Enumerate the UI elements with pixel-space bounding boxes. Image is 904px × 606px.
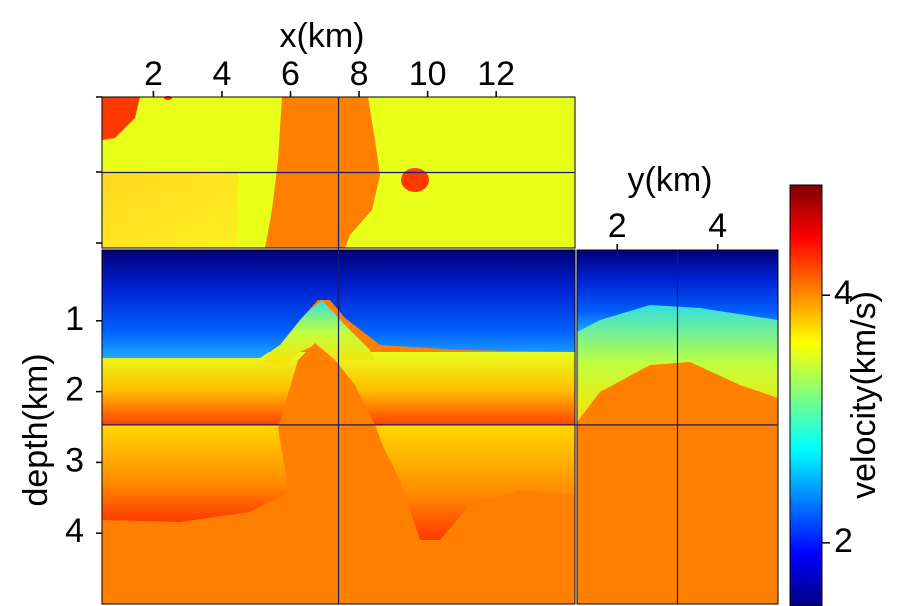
colorbar-tick-label: 2 [834,522,853,560]
x-tick-label: 2 [144,55,163,93]
x-tick-label: 4 [213,55,232,93]
x-axis-label: x(km) [280,17,365,55]
y-axis-label: y(km) [628,161,713,199]
y-tick-label: 4 [708,207,727,245]
depth-axis-label: depth(km) [17,353,55,506]
depth-tick-label: 3 [65,441,84,479]
colorbar [789,184,823,606]
colorbar-tick-label: 4 [834,274,853,312]
depth-tick-label: 4 [65,512,84,550]
x-tick-label: 6 [281,55,300,93]
depth-tick-label: 1 [65,300,84,338]
x-tick-label: 10 [409,55,447,93]
colorbar-label: velocity(km/s) [845,291,883,499]
depth-tick-label: 2 [65,371,84,409]
x-tick-label: 12 [477,55,515,93]
y-tick-label: 2 [608,207,627,245]
x-tick-label: 8 [350,55,369,93]
